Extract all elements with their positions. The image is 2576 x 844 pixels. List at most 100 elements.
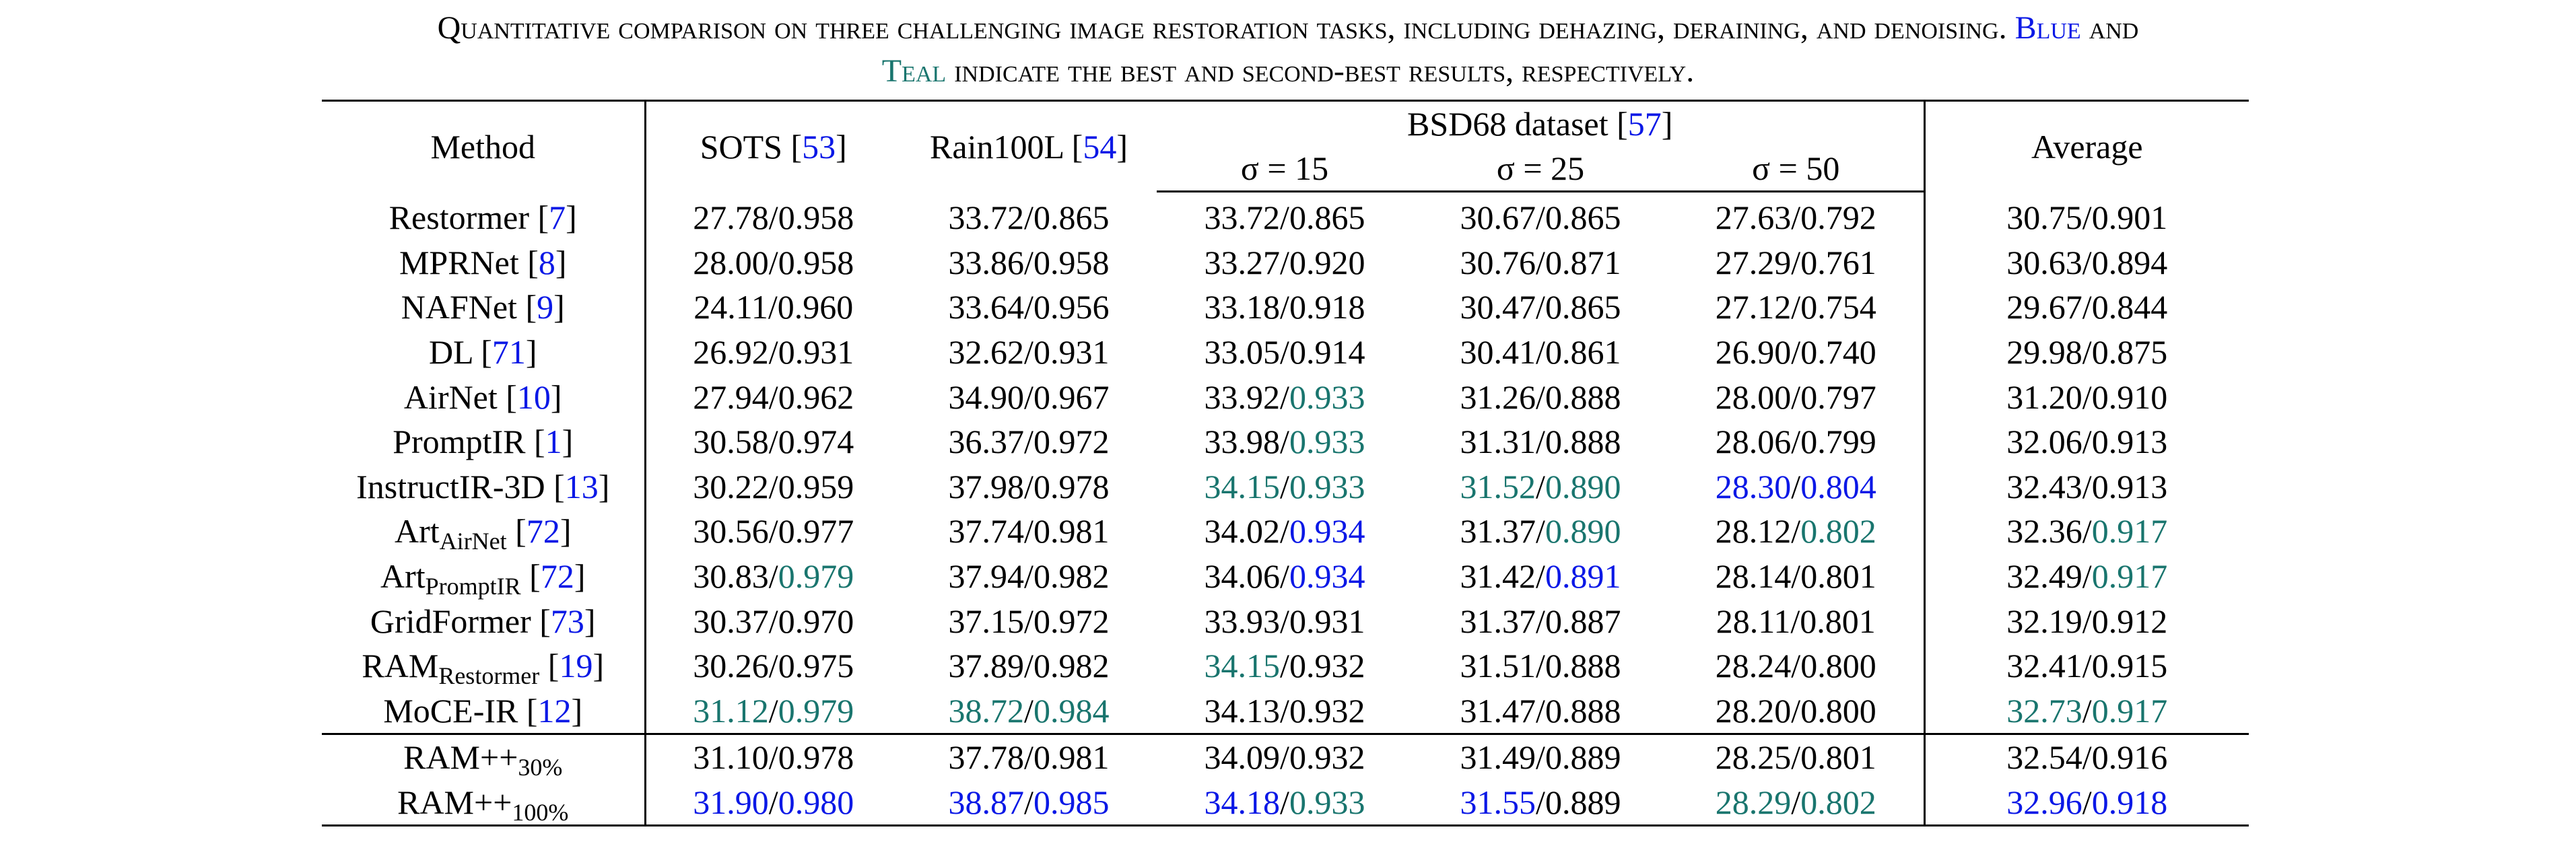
- ref-link[interactable]: 53: [802, 127, 836, 166]
- separator: /: [768, 647, 778, 685]
- caption-text: Quantitative comparison on three challen…: [437, 10, 2007, 46]
- metric-cell: 24.11/0.960: [645, 285, 901, 330]
- psnr-value: 29.67: [2006, 288, 2082, 326]
- ref-link[interactable]: 10: [516, 378, 551, 416]
- psnr-value: 31.47: [1460, 691, 1536, 730]
- method-name-cell: AirNet [10]: [322, 374, 646, 419]
- metric-cell: 32.96/0.918: [1923, 779, 2249, 827]
- metric-cell: 30.47/0.865: [1413, 285, 1668, 330]
- ssim-value: 0.800: [1800, 647, 1876, 685]
- separator: /: [1791, 647, 1801, 685]
- separator: /: [1024, 602, 1033, 640]
- separator: /: [1024, 738, 1033, 777]
- ref-link[interactable]: 72: [526, 512, 560, 551]
- method-name: AirNet: [403, 378, 498, 416]
- psnr-value: 33.93: [1204, 602, 1281, 640]
- metric-cell: 38.72/0.984: [901, 689, 1157, 734]
- metric-cell: 28.14/0.801: [1668, 554, 1924, 599]
- psnr-value: 38.72: [948, 691, 1025, 730]
- separator: /: [2082, 783, 2092, 822]
- method-name-cell: RAM++30%: [322, 733, 646, 780]
- metric-cell: 32.36/0.917: [1923, 509, 2249, 554]
- separator: /: [1280, 691, 1289, 730]
- metric-cell: 37.15/0.972: [901, 598, 1157, 643]
- ref-link[interactable]: 73: [550, 602, 584, 640]
- ssim-value: 0.970: [778, 602, 854, 640]
- separator: /: [1280, 738, 1289, 777]
- ssim-value: 0.861: [1545, 333, 1621, 372]
- separator: /: [768, 738, 778, 777]
- psnr-value: 30.67: [1460, 199, 1536, 237]
- ssim-value: 0.967: [1033, 378, 1110, 416]
- ref-link[interactable]: 9: [537, 288, 554, 326]
- separator: /: [1280, 199, 1289, 237]
- psnr-value: 37.89: [948, 647, 1025, 685]
- metric-cell: 34.02/0.934: [1157, 509, 1413, 554]
- ref-link[interactable]: 1: [545, 423, 562, 461]
- psnr-value: 34.09: [1204, 738, 1281, 777]
- separator: /: [2082, 378, 2092, 416]
- metric-cell: 33.92/0.933: [1157, 374, 1413, 419]
- psnr-value: 28.06: [1715, 423, 1792, 461]
- metric-cell: 28.11/0.801: [1668, 598, 1924, 643]
- caption-line-1: Quantitative comparison on three challen…: [7, 7, 2569, 50]
- separator: /: [1536, 243, 1545, 281]
- separator: /: [1280, 783, 1289, 822]
- ssim-value: 0.889: [1545, 738, 1621, 777]
- ssim-value: 0.801: [1800, 738, 1876, 777]
- separator: /: [1791, 467, 1801, 505]
- psnr-value: 31.26: [1460, 378, 1536, 416]
- caption-line-2: Teal indicate the best and second-best r…: [7, 50, 2569, 93]
- ref-link[interactable]: 54: [1083, 127, 1117, 166]
- ref-link[interactable]: 12: [537, 691, 572, 730]
- ref-link[interactable]: 71: [492, 333, 526, 372]
- psnr-value: 31.52: [1460, 467, 1536, 505]
- separator: /: [1024, 423, 1033, 461]
- separator: /: [1024, 333, 1033, 372]
- ssim-value: 0.979: [778, 691, 854, 730]
- metric-cell: 30.26/0.975: [645, 643, 901, 689]
- ref-link[interactable]: 8: [538, 243, 555, 281]
- ssim-value: 0.875: [2091, 333, 2168, 372]
- psnr-value: 32.62: [948, 333, 1025, 372]
- header-sigma-25: σ = 25: [1413, 146, 1668, 192]
- psnr-value: 28.00: [1715, 378, 1792, 416]
- metric-cell: 28.29/0.802: [1668, 779, 1924, 827]
- header-sigma-50: σ = 50: [1668, 146, 1924, 192]
- ssim-value: 0.978: [1033, 467, 1110, 505]
- metric-cell: 32.41/0.915: [1923, 643, 2249, 689]
- ssim-value: 0.801: [1800, 557, 1876, 596]
- ref-link[interactable]: 72: [540, 557, 574, 596]
- header-average: Average: [1923, 100, 2249, 192]
- ref-link[interactable]: 19: [559, 647, 593, 685]
- psnr-value: 33.92: [1204, 378, 1281, 416]
- separator: /: [1024, 378, 1033, 416]
- ssim-value: 0.958: [778, 243, 854, 281]
- metric-cell: 29.98/0.875: [1923, 329, 2249, 375]
- metric-cell: 30.41/0.861: [1413, 330, 1668, 375]
- psnr-value: 37.15: [948, 602, 1025, 640]
- separator: /: [2082, 512, 2092, 551]
- ssim-value: 0.920: [1289, 243, 1365, 281]
- psnr-value: 27.94: [693, 378, 769, 416]
- ssim-value: 0.913: [2091, 423, 2168, 461]
- table-row: RAMRestormer [19] 30.26/0.975 37.89/0.982 3…: [322, 643, 2249, 689]
- separator: /: [1536, 467, 1545, 505]
- table-row: GridFormer [73] 30.37/0.970 37.15/0.972 33.…: [322, 598, 2249, 643]
- separator: /: [1024, 783, 1033, 822]
- method-name-cell: ArtPromptIR [72]: [322, 553, 646, 599]
- ref-link[interactable]: 7: [549, 198, 566, 236]
- psnr-value: 34.18: [1204, 783, 1281, 822]
- separator: /: [1791, 691, 1801, 730]
- separator: /: [1024, 691, 1033, 730]
- ref-link[interactable]: 13: [564, 467, 599, 505]
- psnr-value: 33.86: [948, 243, 1025, 281]
- psnr-value: 32.41: [2006, 647, 2082, 685]
- results-table-wrapper: Method SOTS [53] Rain100L [54] BSD68 dat…: [322, 100, 2249, 827]
- psnr-value: 31.55: [1460, 783, 1536, 822]
- ref-link[interactable]: 57: [1627, 105, 1662, 143]
- separator: /: [768, 467, 778, 505]
- method-name-cell: MPRNet [8]: [322, 240, 646, 285]
- metric-cell: 31.12/0.979: [645, 689, 901, 734]
- metric-cell: 32.73/0.917: [1923, 688, 2249, 734]
